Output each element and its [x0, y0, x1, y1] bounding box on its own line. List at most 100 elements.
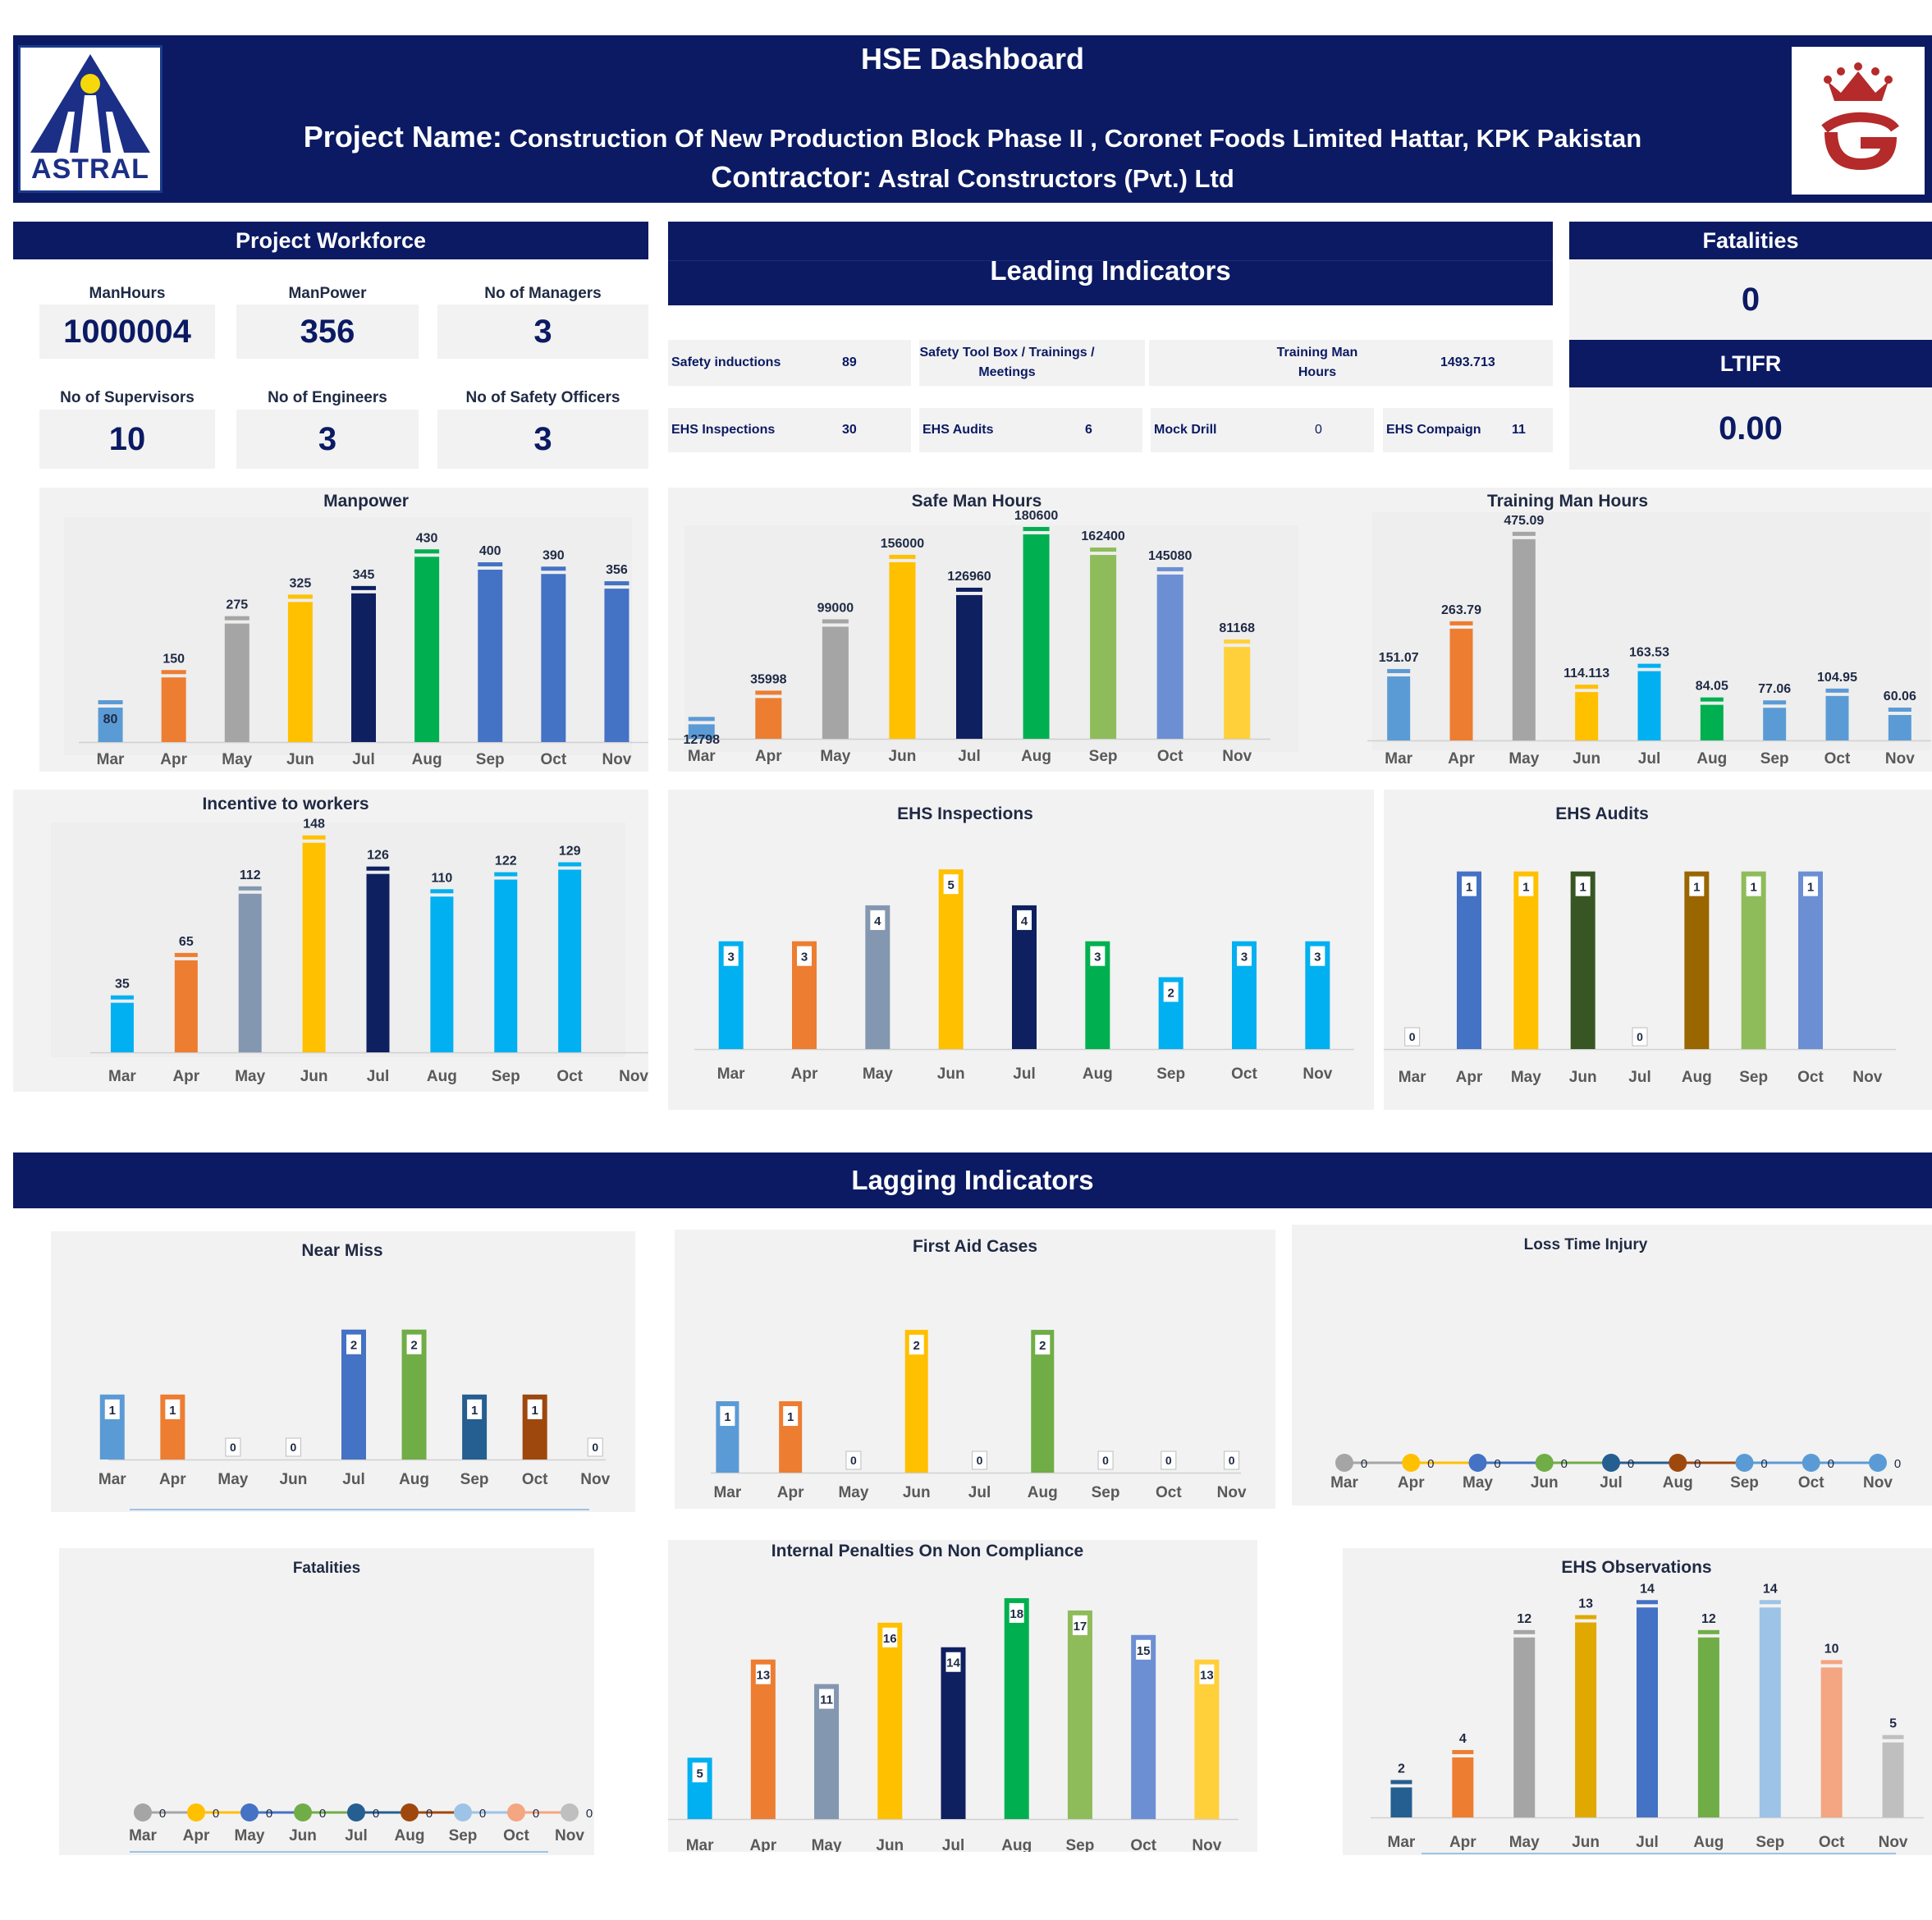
x-tick-jun: Jun [1531, 1474, 1559, 1492]
ltifr-kpi-value: 0.00 [1569, 387, 1932, 470]
x-tick-sep: Sep [1739, 1069, 1768, 1086]
bar-jul [351, 593, 376, 742]
data-label-aug: 12 [1701, 1612, 1716, 1626]
data-label-jun: 13 [1578, 1597, 1593, 1611]
data-label-may: 1 [1522, 881, 1529, 895]
data-label-nov: 3 [1314, 951, 1321, 965]
bar-aug [430, 896, 454, 1052]
marker-apr [1402, 1454, 1421, 1472]
data-label-sep: 1 [471, 1404, 478, 1418]
x-tick-mar: Mar [1399, 1069, 1426, 1086]
data-label-aug: 3 [1094, 951, 1101, 965]
x-tick-apr: Apr [159, 1471, 186, 1488]
x-tick-apr: Apr [777, 1484, 804, 1501]
x-tick-apr: Apr [1398, 1474, 1425, 1492]
marker-apr [187, 1803, 205, 1821]
data-label-may: 475.09 [1504, 514, 1544, 528]
data-label-oct: 0 [533, 1807, 539, 1821]
x-tick-sep: Sep [1756, 1834, 1784, 1851]
bar-nov [1194, 1659, 1220, 1819]
chart-loss-time-injury: Loss Time Injury 0 Mar 0 Apr 0 May 0 Jun 0 Jul 0 Aug… [1292, 1225, 1932, 1505]
data-label-box-aug [1035, 1335, 1051, 1355]
x-tick-aug: Aug [1682, 1069, 1712, 1086]
bar-apr [1457, 871, 1481, 1049]
marker-mar [1335, 1454, 1353, 1472]
chart-near-miss: Near Miss 1 Mar 1 Apr 0 May 0 Jun 2 Jul 2 Aug 1 Sep 1 Oc… [51, 1231, 635, 1512]
contractor-name: Astral Constructors (Pvt.) Ltd [877, 164, 1234, 193]
data-label-box-aug [1090, 946, 1106, 966]
bar-cap-may [822, 619, 849, 624]
x-tick-oct: Oct [503, 1827, 529, 1844]
data-label-jun: 16 [883, 1632, 897, 1646]
bar-cap-jul [956, 587, 982, 592]
data-label-nov: 0 [1894, 1457, 1901, 1471]
data-label-apr: 1 [1466, 881, 1472, 895]
x-tick-nov: Nov [555, 1827, 584, 1844]
li-mock-drill: Mock Drill 0 [1151, 408, 1374, 452]
bar-cap-apr [161, 670, 186, 675]
marker-jun [294, 1803, 312, 1821]
x-tick-apr: Apr [160, 751, 187, 768]
data-label-jul: 2 [350, 1339, 357, 1353]
data-label-oct: 129 [559, 844, 581, 858]
data-label-box-apr [165, 1399, 181, 1419]
x-tick-sep: Sep [460, 1471, 489, 1488]
data-label-may: 4 [874, 914, 881, 928]
bar-cap-jun [302, 835, 326, 840]
bar-cap-aug [1697, 1629, 1719, 1634]
marker-jun [1535, 1454, 1554, 1472]
li-ehs-audits: EHS Audits 6 [919, 408, 1142, 452]
x-tick-may: May [1509, 750, 1539, 768]
li-value: 89 [842, 355, 857, 369]
marker-may [1468, 1454, 1487, 1472]
data-label-aug: 110 [431, 871, 452, 885]
plot-area [684, 525, 1298, 752]
bar-jul [1637, 671, 1661, 740]
data-label-nov: 0 [592, 1441, 598, 1454]
x-tick-may: May [838, 1484, 868, 1501]
x-tick-mar: Mar [108, 1068, 136, 1085]
kpi-value-managers: 3 [437, 305, 648, 359]
li-value: 6 [1085, 423, 1092, 437]
data-label-mar: 0 [159, 1807, 166, 1821]
data-label-sep: 77.06 [1758, 682, 1791, 696]
li-label-line2: Hours [1298, 365, 1337, 379]
page-title: HSE Dashboard [860, 42, 1085, 76]
chart-title: Training Man Hours [1487, 492, 1648, 511]
data-label-sep: 14 [1763, 1582, 1778, 1596]
bar-aug [1697, 1637, 1719, 1817]
bar-aug [1023, 534, 1050, 739]
x-tick-apr: Apr [791, 1065, 818, 1083]
chart-title: Safe Man Hours [912, 492, 1042, 511]
marker-sep [1735, 1454, 1754, 1472]
astral-logo: ASTRAL [18, 45, 163, 193]
x-tick-sep: Sep [1066, 1837, 1095, 1852]
data-label-may: 11 [820, 1693, 833, 1707]
data-label-nov: 356 [606, 563, 628, 577]
data-label-mar: 12798 [684, 733, 721, 747]
bar-cap-mar [1390, 1780, 1412, 1785]
x-tick-oct: Oct [522, 1471, 548, 1488]
marker-oct [1802, 1454, 1820, 1472]
data-label-may: 112 [240, 868, 261, 882]
data-label-aug: 0 [426, 1807, 433, 1821]
bar-cap-jun [287, 594, 313, 599]
x-tick-may: May [217, 1471, 248, 1488]
x-tick-sep: Sep [492, 1068, 520, 1085]
data-label-box-jul [1017, 910, 1032, 930]
data-label-box-jun [1575, 876, 1591, 896]
bar-sep [1763, 708, 1787, 740]
x-tick-mar: Mar [97, 751, 125, 768]
bar-cap-mar [110, 995, 134, 1000]
bar-cap-oct [1820, 1660, 1843, 1665]
bar-cap-aug [1700, 697, 1724, 702]
data-label-box-jul [346, 1334, 361, 1354]
data-label-mar: 0 [1361, 1457, 1367, 1471]
data-label-jul: 0 [1637, 1030, 1643, 1043]
bar-may [1512, 538, 1536, 740]
data-label-jul: 126960 [947, 570, 991, 584]
bar-jun [302, 842, 326, 1052]
bar-cap-jun [1575, 685, 1599, 690]
data-label-oct: 10 [1824, 1642, 1839, 1656]
data-label-box-oct [1237, 946, 1252, 966]
